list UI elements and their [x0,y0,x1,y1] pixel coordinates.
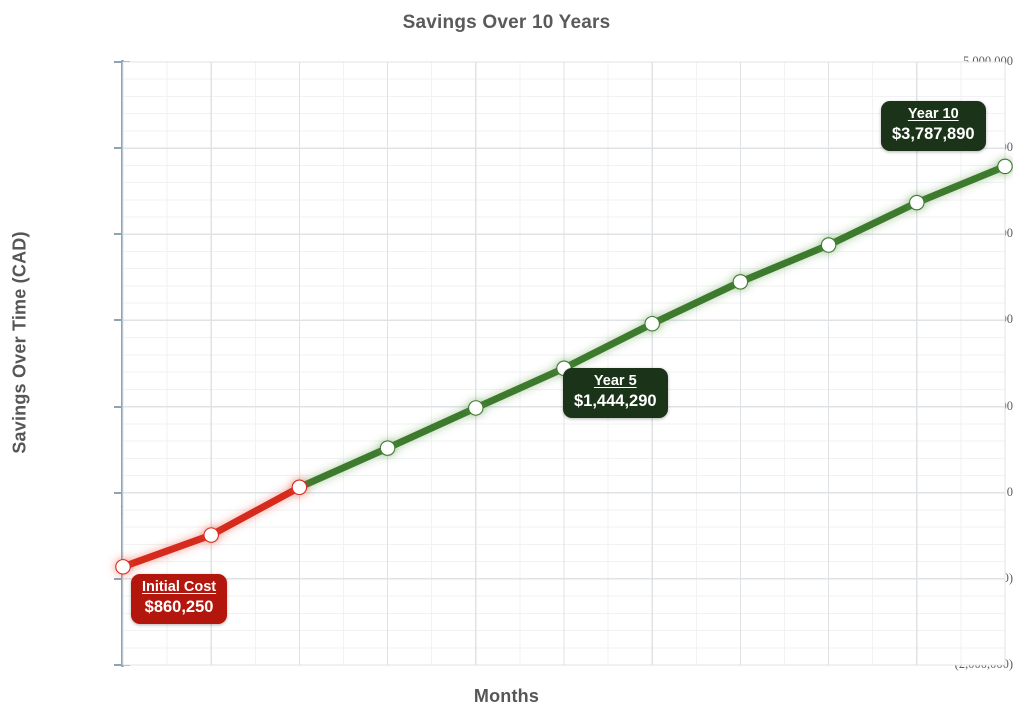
y-axis-tick [114,405,130,408]
y-axis-tick [114,61,130,63]
y-axis-tick [114,233,130,236]
annotation-initial-cost: Initial Cost $860,250 [131,574,228,624]
y-axis-tick [114,664,130,666]
plot-canvas [115,61,1013,666]
plot-area [115,61,1013,666]
y-axis-tick [114,319,130,322]
y-axis-tick-label: 0 [1006,484,1013,499]
chart-title: Savings Over 10 Years [402,12,611,33]
annotation-year-10-title: Year 10 [907,106,959,122]
annotation-year-5-title: Year 5 [593,373,637,389]
annotation-initial-cost-title: Initial Cost [142,579,217,595]
annotation-year-5: Year 5 $1,444,290 [563,368,668,418]
x-axis-title: Months [473,686,540,706]
y-axis-tick [114,147,130,150]
y-axis-tick [114,577,130,580]
annotation-year-10: Year 10 $3,787,890 [881,101,986,151]
annotation-year-10-value: $3,787,890 [892,125,975,143]
y-axis-tick [114,491,130,494]
annotation-year-5-value: $1,444,290 [574,392,657,410]
annotation-initial-cost-value: $860,250 [144,598,214,616]
data-point-markers [115,158,1013,575]
y-axis-title: Savings Over Time (CAD) [9,231,30,454]
